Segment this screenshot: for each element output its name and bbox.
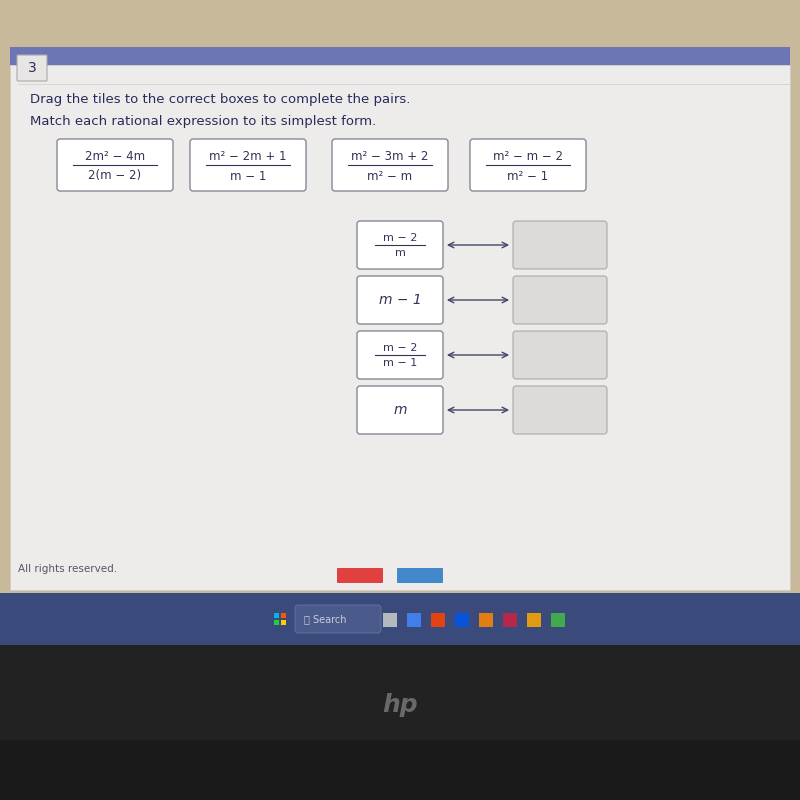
FancyBboxPatch shape	[357, 331, 443, 379]
Text: Drag the tiles to the correct boxes to complete the pairs.: Drag the tiles to the correct boxes to c…	[30, 93, 410, 106]
Text: All rights reserved.: All rights reserved.	[18, 564, 117, 574]
FancyBboxPatch shape	[357, 276, 443, 324]
Text: ⌕ Search: ⌕ Search	[304, 614, 346, 624]
Bar	[455, 613, 469, 627]
Text: 2(m − 2): 2(m − 2)	[89, 170, 142, 182]
Text: m − 2: m − 2	[383, 233, 417, 243]
FancyBboxPatch shape	[190, 139, 306, 191]
FancyBboxPatch shape	[513, 276, 607, 324]
Text: m − 1: m − 1	[378, 293, 422, 307]
Bar	[10, 47, 790, 65]
Text: m² − m − 2: m² − m − 2	[493, 150, 563, 162]
Bar	[281, 613, 286, 618]
Bar	[274, 613, 279, 618]
FancyBboxPatch shape	[397, 568, 443, 583]
Text: m² − 1: m² − 1	[507, 170, 549, 182]
Bar	[274, 620, 279, 625]
FancyBboxPatch shape	[337, 568, 383, 583]
Bar	[407, 613, 421, 627]
Text: hp: hp	[382, 693, 418, 717]
Bar	[0, 640, 800, 800]
FancyBboxPatch shape	[513, 221, 607, 269]
Text: 2m² − 4m: 2m² − 4m	[85, 150, 145, 162]
FancyBboxPatch shape	[332, 139, 448, 191]
FancyBboxPatch shape	[57, 139, 173, 191]
Bar	[10, 65, 790, 590]
Bar	[527, 613, 541, 627]
FancyBboxPatch shape	[513, 386, 607, 434]
Bar	[0, 740, 800, 800]
Bar	[281, 620, 286, 625]
Text: 3: 3	[28, 61, 36, 75]
FancyBboxPatch shape	[17, 55, 47, 81]
Bar	[431, 613, 445, 627]
Text: m − 2: m − 2	[383, 343, 417, 353]
Text: m − 1: m − 1	[230, 170, 266, 182]
Text: m: m	[394, 248, 406, 258]
Text: m − 1: m − 1	[383, 358, 417, 368]
Text: m² − 2m + 1: m² − 2m + 1	[210, 150, 286, 162]
Bar	[503, 613, 517, 627]
Text: m² − m: m² − m	[367, 170, 413, 182]
Bar	[0, 593, 800, 645]
FancyBboxPatch shape	[470, 139, 586, 191]
FancyBboxPatch shape	[357, 221, 443, 269]
Text: Match each rational expression to its simplest form.: Match each rational expression to its si…	[30, 115, 376, 128]
FancyBboxPatch shape	[295, 605, 381, 633]
FancyBboxPatch shape	[357, 386, 443, 434]
Text: m: m	[394, 403, 406, 417]
Text: m² − 3m + 2: m² − 3m + 2	[351, 150, 429, 162]
Bar	[383, 613, 397, 627]
Bar	[551, 613, 565, 627]
FancyBboxPatch shape	[513, 331, 607, 379]
Bar	[479, 613, 493, 627]
